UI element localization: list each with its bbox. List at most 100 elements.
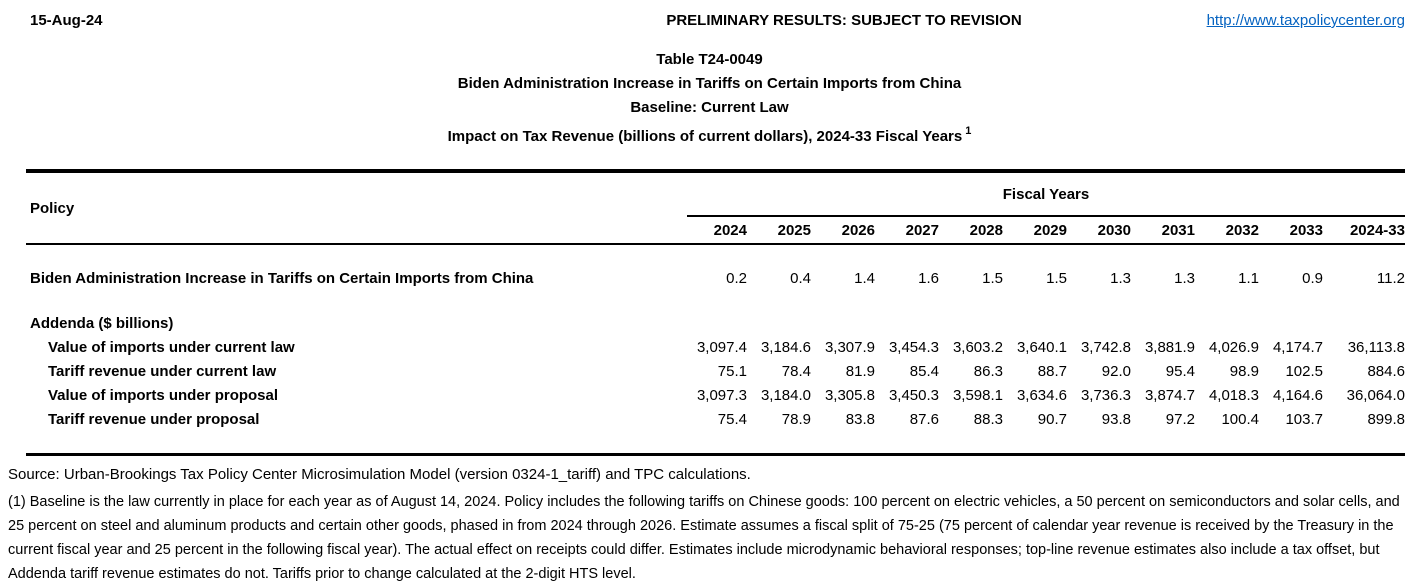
- value-cell: 36,113.8: [1347, 339, 1405, 356]
- date-label: 15-Aug-24: [30, 12, 103, 29]
- value-cell: 3,454.3: [888, 339, 939, 356]
- year-column-header: 2033: [1289, 221, 1323, 239]
- row-label: Tariff revenue under proposal: [48, 411, 260, 428]
- year-column-header: 2030: [1097, 221, 1131, 239]
- value-cell: 4,164.6: [1272, 387, 1323, 404]
- value-cell: 1.4: [854, 270, 875, 287]
- value-cell: 88.3: [973, 411, 1003, 428]
- table-row: Value of imports under proposal 3,097.3 3,…: [26, 384, 1405, 408]
- table-row: Tariff revenue under proposal 75.4 78.9 83.…: [26, 408, 1405, 432]
- table-subject-title: Biden Administration Increase in Tariffs…: [457, 75, 962, 92]
- value-cell: 1.3: [1110, 270, 1131, 287]
- value-cell: 81.9: [845, 363, 875, 380]
- value-cell: 87.6: [909, 411, 939, 428]
- header-bottom-rule: [26, 243, 1405, 245]
- value-cell: 83.8: [845, 411, 875, 428]
- table-body: Biden Administration Increase in Tariffs…: [26, 245, 1405, 453]
- value-cell: 3,874.7: [1144, 387, 1195, 404]
- value-cell: 3,450.3: [888, 387, 939, 404]
- value-cell: 0.2: [726, 270, 747, 287]
- value-cell: 3,634.6: [1016, 387, 1067, 404]
- row-label: Tariff revenue under current law: [48, 363, 277, 380]
- year-column-header: 2029: [1033, 221, 1067, 239]
- value-cell: 11.2: [1376, 270, 1405, 287]
- year-column-header: 2031: [1161, 221, 1195, 239]
- value-cell: 3,184.6: [760, 339, 811, 356]
- value-cell: 0.4: [790, 270, 811, 287]
- value-cell: 75.1: [717, 363, 747, 380]
- footnote-marker: 1: [965, 125, 972, 137]
- value-cell: 3,184.0: [760, 387, 811, 404]
- value-cell: 88.7: [1037, 363, 1067, 380]
- value-cell: 3,736.3: [1080, 387, 1131, 404]
- value-cell: 92.0: [1101, 363, 1131, 380]
- table-number-title: Table T24-0049: [656, 51, 763, 68]
- top-bar: 15-Aug-24 PRELIMINARY RESULTS: SUBJECT T…: [0, 0, 1419, 42]
- value-cell: 75.4: [717, 411, 747, 428]
- value-cell: 103.7: [1285, 411, 1323, 428]
- revenue-table: Policy Fiscal Years 2024 2025 2026 2027 2028…: [26, 169, 1405, 456]
- value-cell: 3,307.9: [824, 339, 875, 356]
- value-cell: 4,174.7: [1272, 339, 1323, 356]
- value-cell: 100.4: [1221, 411, 1259, 428]
- value-cell: 93.8: [1101, 411, 1131, 428]
- value-cell: 1.3: [1174, 270, 1195, 287]
- impact-title: Impact on Tax Revenue (billions of curre…: [0, 120, 1419, 149]
- value-cell: 3,640.1: [1016, 339, 1067, 356]
- row-label: Value of imports under proposal: [48, 387, 279, 404]
- value-cell: 3,305.8: [824, 387, 875, 404]
- fiscal-years-group-header: Fiscal Years: [687, 173, 1405, 217]
- source-note: Source: Urban-Brookings Tax Policy Cente…: [8, 466, 751, 483]
- year-column-header: 2028: [969, 221, 1003, 239]
- value-cell: 98.9: [1229, 363, 1259, 380]
- value-cell: 3,881.9: [1144, 339, 1195, 356]
- table-bottom-rule: [26, 453, 1405, 456]
- table-row: Value of imports under current law 3,097.…: [26, 336, 1405, 360]
- value-cell: 3,603.2: [952, 339, 1003, 356]
- row-label: Value of imports under current law: [48, 339, 295, 356]
- value-cell: 3,097.4: [696, 339, 747, 356]
- value-cell: 1.5: [982, 270, 1003, 287]
- row-label: Addenda ($ billions): [30, 315, 174, 332]
- year-column-header: 2027: [905, 221, 939, 239]
- table-row: Biden Administration Increase in Tariffs…: [26, 267, 1405, 291]
- value-cell: 3,598.1: [952, 387, 1003, 404]
- table-top-double-rule: [26, 169, 1405, 173]
- year-column-header: 2025: [777, 221, 811, 239]
- value-cell: 86.3: [973, 363, 1003, 380]
- row-label: Biden Administration Increase in Tariffs…: [30, 270, 534, 287]
- value-cell: 4,026.9: [1208, 339, 1259, 356]
- footnote-text: (1) Baseline is the law currently in pla…: [8, 494, 1400, 581]
- policy-column-header: Policy: [30, 199, 75, 217]
- row-spacer: [26, 291, 1405, 312]
- year-column-header: 2024: [713, 221, 747, 239]
- value-cell: 90.7: [1037, 411, 1067, 428]
- year-column-header: 2026: [841, 221, 875, 239]
- year-column-header: 2032: [1225, 221, 1259, 239]
- taxpolicycenter-link[interactable]: http://www.taxpolicycenter.org: [1206, 12, 1405, 29]
- footer: Source: Urban-Brookings Tax Policy Cente…: [8, 463, 1405, 581]
- value-cell: 1.1: [1238, 270, 1259, 287]
- value-cell: 1.5: [1046, 270, 1067, 287]
- table-row: Addenda ($ billions): [26, 312, 1405, 336]
- value-cell: 3,097.3: [696, 387, 747, 404]
- impact-title-text: Impact on Tax Revenue (billions of curre…: [447, 128, 963, 145]
- value-cell: 4,018.3: [1208, 387, 1259, 404]
- value-cell: 97.2: [1165, 411, 1195, 428]
- value-cell: 3,742.8: [1080, 339, 1131, 356]
- title-block: Table T24-0049 Biden Administration Incr…: [0, 48, 1419, 149]
- value-cell: 36,064.0: [1346, 387, 1405, 404]
- value-cell: 884.6: [1367, 363, 1405, 380]
- value-cell: 1.6: [918, 270, 939, 287]
- value-cell: 95.4: [1165, 363, 1195, 380]
- table-header: Policy Fiscal Years 2024 2025 2026 2027 2028…: [26, 173, 1405, 243]
- fiscal-years-block: Fiscal Years 2024 2025 2026 2027 2028 2029 203…: [687, 173, 1405, 243]
- value-cell: 85.4: [909, 363, 939, 380]
- value-cell: 0.9: [1302, 270, 1323, 287]
- table-row: Tariff revenue under current law 75.1 78.4…: [26, 360, 1405, 384]
- value-cell: 102.5: [1285, 363, 1323, 380]
- years-row: 2024 2025 2026 2027 2028 2029 2030 2031 2032 2033…: [687, 217, 1405, 243]
- value-cell: 899.8: [1367, 411, 1405, 428]
- value-cell: 78.9: [781, 411, 811, 428]
- value-cell: 78.4: [781, 363, 811, 380]
